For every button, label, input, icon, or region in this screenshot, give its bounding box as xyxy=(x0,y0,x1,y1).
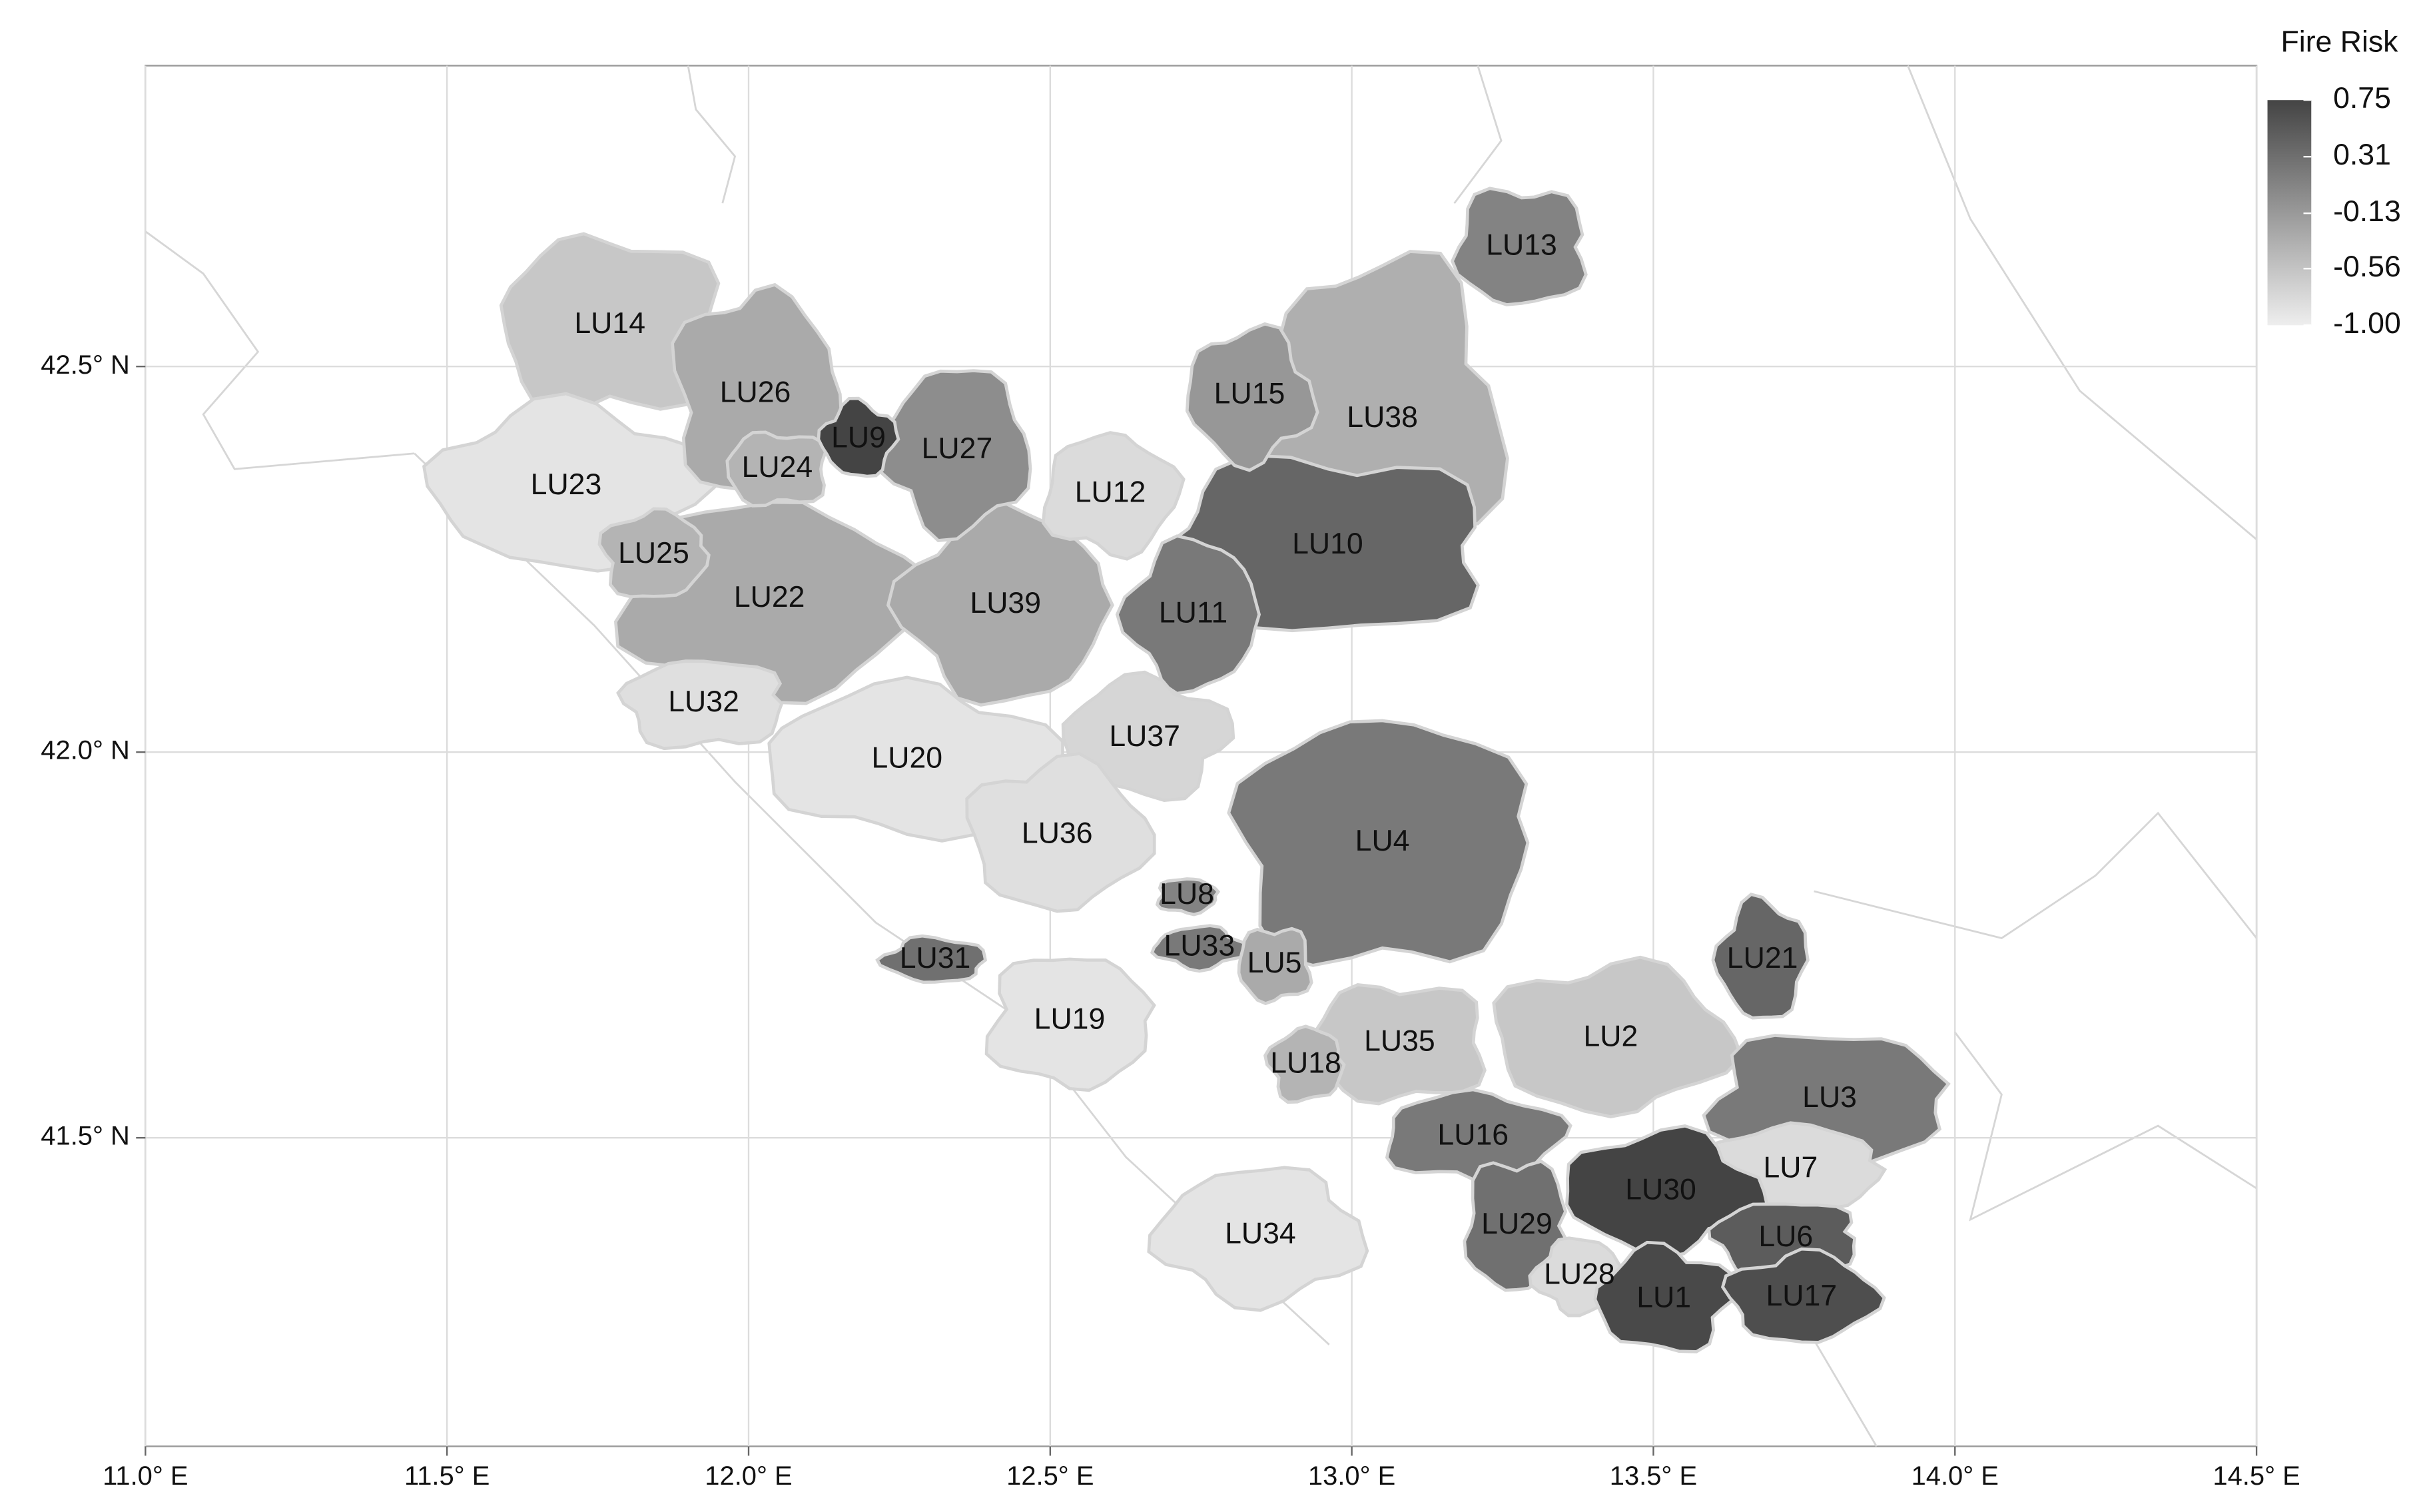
boundary xyxy=(1453,65,1503,204)
legend-tick-label: 0.75 xyxy=(2333,82,2391,115)
region xyxy=(725,430,827,508)
region xyxy=(499,232,721,414)
legend-tick-label: -0.56 xyxy=(2333,250,2401,283)
region-label: LU30 xyxy=(1625,1174,1696,1206)
region xyxy=(1593,1240,1736,1353)
region-label: LU10 xyxy=(1292,528,1363,560)
region-label: LU32 xyxy=(668,685,739,718)
region xyxy=(1150,924,1249,973)
boundary xyxy=(1907,65,2257,540)
region-label: LU33 xyxy=(1164,929,1235,962)
coastline xyxy=(414,452,1330,1345)
region xyxy=(817,396,900,478)
region-label: LU14 xyxy=(574,307,645,340)
region-label: LU37 xyxy=(1109,720,1180,753)
region-label: LU16 xyxy=(1437,1118,1509,1151)
region-label: LU6 xyxy=(1758,1220,1813,1253)
x-tick-label: 12.0° E xyxy=(705,1461,792,1491)
region-label: LU27 xyxy=(922,432,993,465)
region-label: LU25 xyxy=(618,537,689,569)
region-label: LU3 xyxy=(1802,1081,1857,1114)
y-tick-label: 41.5° N xyxy=(41,1122,130,1151)
x-tick-label: 12.5° E xyxy=(1006,1461,1094,1491)
region-label: LU17 xyxy=(1766,1280,1838,1312)
region xyxy=(1263,1024,1346,1104)
region xyxy=(1185,322,1319,472)
region xyxy=(1450,187,1588,306)
region xyxy=(1041,431,1186,561)
region-label: LU23 xyxy=(531,468,602,501)
region-label: LU4 xyxy=(1355,825,1410,857)
x-tick-label: 13.0° E xyxy=(1308,1461,1395,1491)
region-label: LU15 xyxy=(1214,378,1285,410)
region-label: LU38 xyxy=(1347,401,1418,434)
region-label: LU11 xyxy=(1159,596,1227,629)
region xyxy=(1155,877,1221,917)
region xyxy=(1711,893,1810,1020)
region xyxy=(1147,1166,1369,1312)
region xyxy=(1237,927,1313,1006)
region-label: LU2 xyxy=(1583,1020,1638,1053)
region-labels: LU14 LU23 LU26 LU22 LU38 LU10 LU39 LU4 LU20 LU2 LU… xyxy=(531,229,1857,1314)
region xyxy=(875,934,988,984)
region xyxy=(984,957,1156,1092)
y-tick-label: 42.0° N xyxy=(41,736,130,765)
region-label: LU39 xyxy=(970,587,1041,619)
boundaries xyxy=(145,65,2258,1447)
boundary xyxy=(1953,1031,2257,1222)
region-label: LU35 xyxy=(1364,1025,1435,1058)
x-tick-label: 11.0° E xyxy=(103,1461,188,1491)
region xyxy=(1720,1247,1886,1344)
region-label: LU22 xyxy=(734,581,805,613)
x-tick-label: 14.5° E xyxy=(2213,1461,2300,1491)
region-label: LU29 xyxy=(1481,1208,1553,1240)
region-label: LU26 xyxy=(720,376,791,408)
region-label: LU31 xyxy=(900,942,971,974)
boundary xyxy=(687,65,737,204)
regions xyxy=(422,187,1951,1353)
y-tick-label: 42.5° N xyxy=(41,350,130,380)
region-label: LU13 xyxy=(1486,229,1557,262)
region xyxy=(1492,955,1744,1118)
region-label: LU19 xyxy=(1034,1003,1106,1036)
legend-title: Fire Risk xyxy=(2281,26,2399,59)
region-label: LU12 xyxy=(1075,476,1146,509)
x-tick-label: 14.0° E xyxy=(1911,1461,1999,1491)
region xyxy=(965,752,1156,913)
legend-tick-label: -1.00 xyxy=(2333,307,2401,340)
boundary xyxy=(1814,811,2258,939)
region-label: LU9 xyxy=(831,421,886,454)
legend-tick-label: -0.13 xyxy=(2333,195,2401,228)
x-tick-label: 13.5° E xyxy=(1610,1461,1697,1491)
region-label: LU20 xyxy=(871,742,942,775)
region xyxy=(1115,534,1261,695)
legend-tick-label: 0.31 xyxy=(2333,139,2391,171)
boundary xyxy=(145,230,415,470)
region-label: LU18 xyxy=(1270,1046,1341,1079)
region-label: LU5 xyxy=(1247,946,1302,979)
region-label: LU21 xyxy=(1727,942,1798,974)
region-label: LU34 xyxy=(1225,1217,1296,1250)
region xyxy=(616,659,784,751)
x-tick-label: 11.5° E xyxy=(404,1461,490,1491)
region-label: LU24 xyxy=(742,451,813,484)
region-label: LU28 xyxy=(1544,1258,1615,1290)
region xyxy=(1061,670,1235,803)
region xyxy=(1227,719,1530,967)
region xyxy=(597,507,711,599)
region-label: LU8 xyxy=(1160,878,1214,911)
region-label: LU7 xyxy=(1763,1152,1818,1184)
region-label: LU36 xyxy=(1022,817,1093,849)
region-label: LU1 xyxy=(1636,1282,1691,1314)
